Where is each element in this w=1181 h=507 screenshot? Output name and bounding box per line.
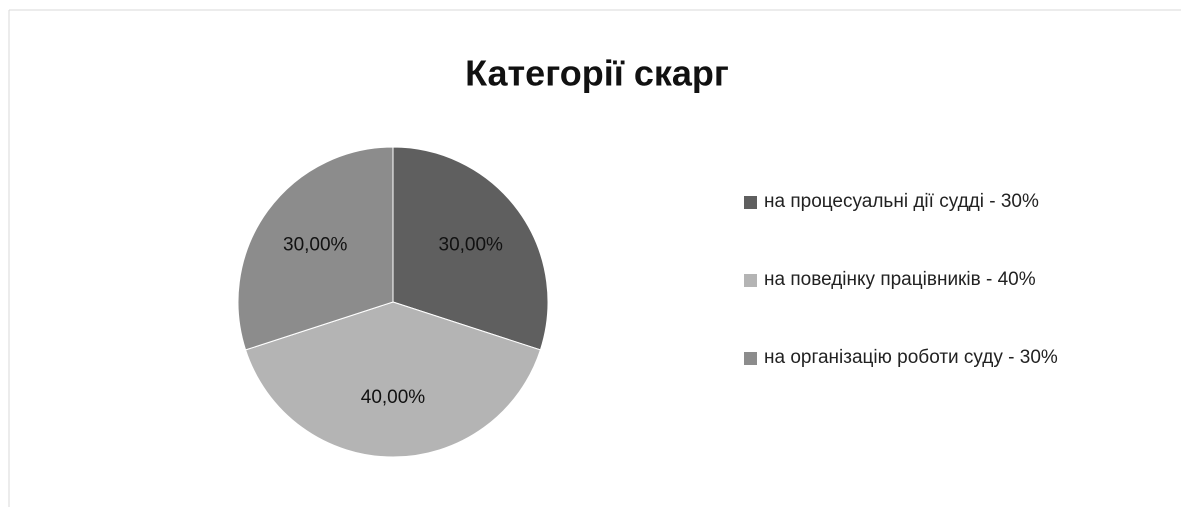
legend-item: на процесуальні дії судді - 30% — [744, 186, 1114, 218]
legend-item: на організацію роботи суду - 30% — [744, 342, 1114, 374]
legend-item: на поведінку працівників - 40% — [744, 264, 1114, 296]
legend-swatch — [744, 352, 757, 365]
legend-label: на процесуальні дії судді - 30% — [764, 191, 1039, 212]
pie-slice — [237, 146, 394, 351]
legend-swatch — [744, 274, 757, 287]
legend-swatch — [744, 196, 757, 209]
chart-title: Категорії скарг — [465, 53, 729, 94]
data-label: 40,00% — [361, 387, 426, 408]
data-label: 30,00% — [283, 235, 348, 256]
legend-label: на організацію роботи суду - 30% — [764, 347, 1058, 368]
pie-slice — [392, 146, 549, 351]
pie-slice — [244, 301, 542, 458]
data-label: 30,00% — [439, 235, 504, 256]
legend-label: на поведінку працівників - 40% — [764, 269, 1036, 290]
legend: на процесуальні дії судді - 30% на поведі… — [744, 186, 1114, 420]
